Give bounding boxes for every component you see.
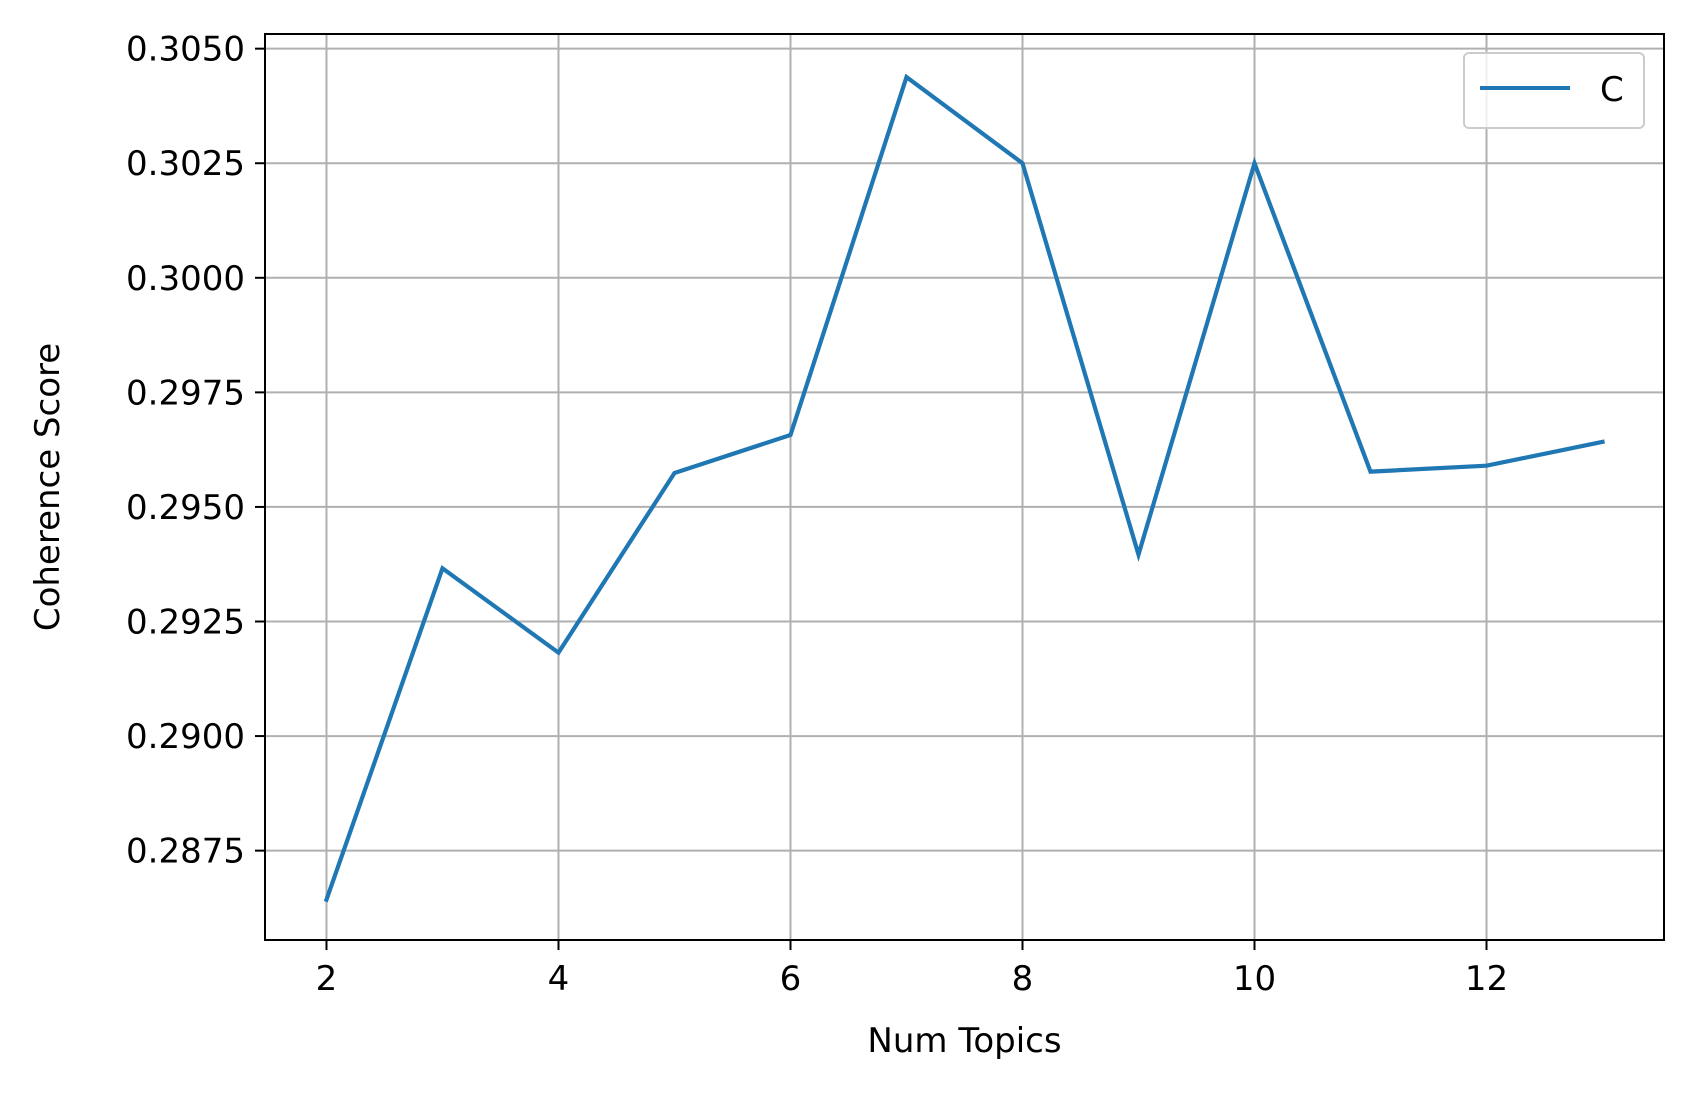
y-tick-label: 0.2975	[126, 373, 245, 413]
x-tick-label: 10	[1233, 959, 1276, 999]
x-tick-label: 2	[316, 959, 338, 999]
y-tick-label: 0.2900	[126, 717, 245, 757]
plot-frame	[264, 33, 1665, 941]
legend-label: C	[1600, 70, 1624, 110]
grid-lines	[265, 34, 1664, 940]
y-tick-label: 0.2875	[126, 832, 245, 872]
x-tick-label: 8	[1012, 959, 1034, 999]
x-axis-label: Num Topics	[867, 1021, 1061, 1061]
y-tick-label: 0.3050	[126, 30, 245, 70]
y-axis-ticks: 0.2875 0.2900 0.2925 0.2950 0.2975 0.3000 0.30…	[126, 30, 265, 872]
x-tick-label: 6	[780, 959, 802, 999]
x-axis-ticks: 2 4 6 8 10 12	[316, 940, 1508, 999]
y-tick-label: 0.3025	[126, 144, 245, 184]
legend-box	[1463, 52, 1645, 129]
legend: C	[1463, 52, 1645, 129]
y-axis-label: Coherence Score	[28, 343, 68, 631]
y-tick-label: 0.2950	[126, 488, 245, 528]
series-layer	[323, 73, 1605, 903]
series-line	[323, 73, 1605, 903]
x-tick-label: 4	[548, 959, 570, 999]
y-tick-label: 0.3000	[126, 259, 245, 299]
x-tick-label: 12	[1465, 959, 1508, 999]
y-tick-label: 0.2925	[126, 603, 245, 643]
